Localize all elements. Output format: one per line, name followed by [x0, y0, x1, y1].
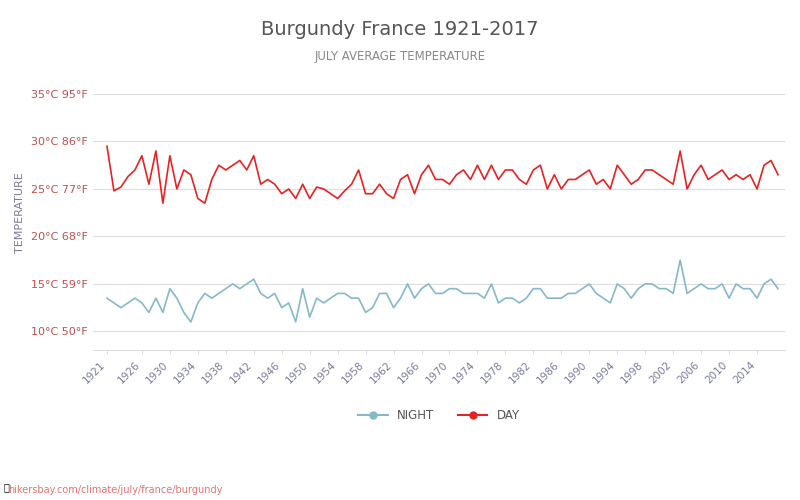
Y-axis label: TEMPERATURE: TEMPERATURE [15, 172, 25, 253]
Text: Burgundy France 1921-2017: Burgundy France 1921-2017 [262, 20, 538, 39]
Text: hikersbay.com/climate/july/france/burgundy: hikersbay.com/climate/july/france/burgun… [8, 485, 222, 495]
Legend: NIGHT, DAY: NIGHT, DAY [354, 404, 525, 427]
Text: 📍: 📍 [4, 482, 10, 492]
Text: JULY AVERAGE TEMPERATURE: JULY AVERAGE TEMPERATURE [314, 50, 486, 63]
